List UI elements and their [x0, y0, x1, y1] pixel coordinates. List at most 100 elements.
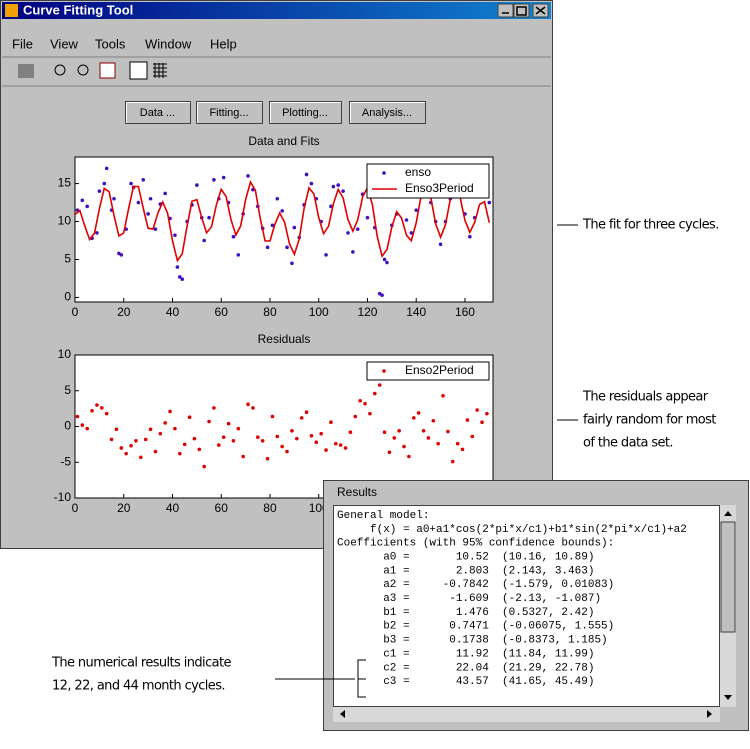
data-point: [129, 181, 133, 186]
data-point: [104, 411, 109, 416]
data-point: [143, 437, 148, 442]
data-point: [119, 253, 124, 257]
data-point: [329, 204, 333, 209]
minimize-button[interactable]: [497, 3, 514, 18]
callout-bracket: [275, 659, 366, 698]
data-point: [260, 439, 265, 443]
callout-text: The residuals appear: [582, 390, 709, 405]
x-tick-label: 120: [357, 305, 377, 319]
data-point: [385, 260, 389, 265]
data-point: [333, 441, 338, 446]
data-point: [265, 245, 270, 250]
button[interactable]: [125, 101, 191, 124]
axes-icon[interactable]: [99, 62, 116, 79]
data-point: [173, 233, 177, 237]
x-tick-label: 20: [117, 501, 131, 515]
data-point: [290, 261, 294, 266]
data-point: [80, 423, 85, 427]
legend-box: [366, 361, 490, 381]
menu-item[interactable]: Window: [145, 36, 192, 51]
data-point: [299, 416, 304, 420]
plot-marks: [75, 166, 492, 297]
data-point: [173, 426, 177, 431]
data-point: [207, 419, 211, 424]
results-line: f(x) = a0+a1*cos(2*pi*x/c1)+b1*sin(2*pi*…: [337, 524, 687, 536]
zoom-out-icon[interactable]: [77, 64, 89, 76]
caption-glyphs: [502, 6, 546, 16]
window-title: Curve Fitting Tool: [23, 2, 133, 17]
data-point: [460, 447, 465, 452]
data-point: [231, 439, 236, 443]
x-tick-label: 60: [215, 501, 229, 515]
data-point: [153, 449, 158, 454]
scroll-thumb[interactable]: [720, 521, 736, 633]
data-point: [455, 441, 460, 446]
data-point: [221, 175, 226, 180]
data-point: [270, 414, 275, 419]
data-point: [294, 436, 299, 441]
menu-item[interactable]: View: [50, 36, 79, 51]
data-point: [124, 451, 128, 456]
y-tick-label: -10: [54, 490, 72, 504]
data-point: [236, 253, 241, 257]
menu-item[interactable]: Help: [210, 36, 237, 51]
data-point: [95, 231, 99, 235]
data-point: [285, 245, 289, 250]
data-point: [411, 416, 416, 420]
data-point: [187, 415, 192, 420]
data-point: [134, 439, 138, 443]
horizontal-scrollbar[interactable]: [333, 707, 720, 722]
grid-icon[interactable]: [153, 63, 167, 78]
data-point: [100, 406, 104, 410]
data-point: [414, 208, 419, 212]
button-label[interactable]: Analysis...: [362, 107, 412, 119]
data-point: [382, 257, 387, 262]
button-highlight: [126, 102, 190, 123]
button[interactable]: [196, 101, 263, 124]
data-point: [392, 436, 397, 440]
results-line: c2 = 22.04 (21.29, 22.78): [337, 662, 594, 674]
data-point: [158, 431, 163, 436]
button[interactable]: [349, 101, 426, 124]
data-point: [329, 420, 333, 425]
legend-label: enso: [405, 165, 431, 179]
data-point: [421, 428, 426, 433]
callouts: The fit for three cycles. The residuals a…: [51, 218, 719, 694]
menu-item[interactable]: File: [12, 36, 33, 51]
menu-item[interactable]: Tools: [95, 36, 126, 51]
results-line: a1 = 2.803 (2.143, 3.463): [337, 565, 594, 577]
x-tick-label: 80: [263, 501, 277, 515]
data-point: [377, 383, 382, 387]
button[interactable]: [269, 101, 342, 124]
callout-text: fairly random for most: [583, 413, 716, 428]
data-point: [102, 181, 107, 186]
button-highlight: [270, 102, 341, 123]
results-text-area: [333, 505, 720, 707]
y-tick-label: 15: [58, 176, 72, 190]
data-point: [104, 166, 109, 171]
data-point: [280, 444, 284, 449]
button-label[interactable]: Fitting...: [209, 107, 248, 119]
button-label[interactable]: Plotting...: [282, 107, 328, 119]
data-point: [407, 454, 411, 459]
legend-label: Enso2Period: [405, 363, 474, 377]
zoom-in-icon[interactable]: [54, 64, 66, 76]
legend-icon[interactable]: [129, 61, 148, 80]
data-point: [255, 435, 260, 440]
data-point: [85, 426, 89, 431]
callout-text: The fit for three cycles.: [582, 218, 719, 233]
data-point: [331, 184, 336, 189]
button-label[interactable]: Data ...: [140, 107, 175, 119]
data-point: [109, 437, 114, 442]
data-point: [129, 444, 133, 448]
data-point: [163, 421, 167, 425]
data-point: [402, 444, 406, 449]
print-icon[interactable]: [18, 64, 34, 78]
data-point: [387, 450, 392, 455]
data-point: [146, 212, 150, 216]
data-point: [280, 209, 284, 213]
button-highlight: [350, 102, 425, 123]
